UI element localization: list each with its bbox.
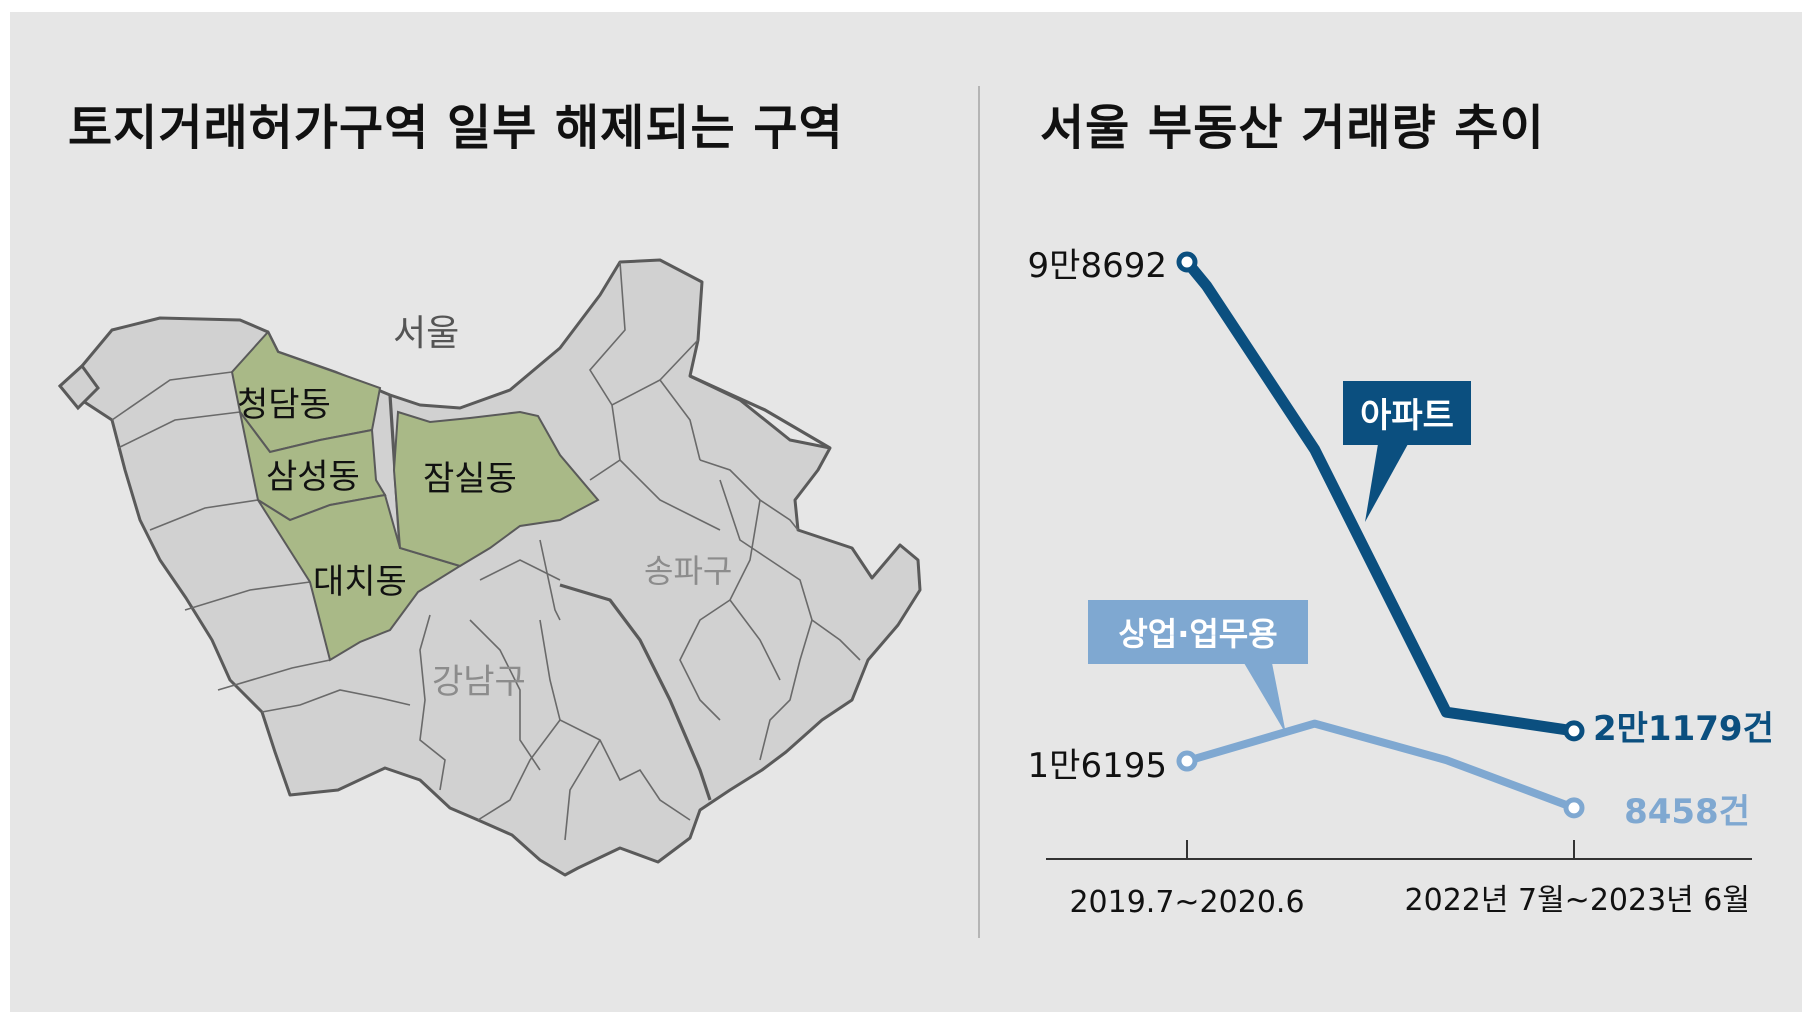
district-label-songpa: 송파구 — [644, 552, 732, 590]
highlighted-dongs — [230, 330, 600, 662]
series-line-apartment — [1181, 256, 1580, 737]
label-apartment-end: 2만1179건 — [1593, 709, 1774, 749]
series-line-commercial — [1183, 719, 1578, 812]
seoul-map: 서울 청담동 삼성동 대치동 잠실동 송파구 강남구 — [57, 258, 922, 877]
district-label-gangnam: 강남구 — [432, 662, 526, 702]
point-commercial-start — [1176, 750, 1198, 772]
line-chart: 2019.7~2020.6 2022년 7월~2023년 6월 9만8692 2… — [1028, 246, 1774, 920]
x-tick-label-0: 2019.7~2020.6 — [1069, 885, 1304, 920]
x-tick-label-1: 2022년 7월~2023년 6월 — [1405, 883, 1750, 918]
callout-commercial-label: 상업·업무용 — [1118, 615, 1277, 653]
panel-divider — [978, 86, 980, 938]
label-commercial-start: 1만6195 — [1028, 746, 1167, 786]
callout-apartment-pointer — [1365, 444, 1408, 522]
callout-commercial-box — [1088, 600, 1308, 664]
callout-apartment-label: 아파트 — [1360, 396, 1454, 436]
callout-apartment-box — [1343, 381, 1471, 445]
area-jamsil — [392, 410, 600, 568]
map-city-label: 서울 — [393, 313, 459, 354]
callout-commercial-pointer — [1244, 663, 1286, 734]
label-commercial-end: 8458건 — [1624, 792, 1750, 832]
point-commercial-end — [1563, 797, 1585, 819]
map-notch — [57, 363, 100, 411]
map-land — [58, 258, 922, 877]
callout-commercial: 상업·업무용 — [1088, 600, 1308, 734]
area-label-jamsil: 잠실동 — [423, 459, 517, 499]
label-apartment-start: 9만8692 — [1028, 246, 1167, 286]
area-label-samseong: 삼성동 — [266, 457, 360, 497]
area-label-daechi: 대치동 — [313, 562, 407, 602]
point-apartment-end — [1563, 720, 1585, 742]
dong-boundaries — [111, 261, 861, 841]
chart-title: 서울 부동산 거래량 추이 — [1040, 100, 1545, 156]
callout-apartment: 아파트 — [1343, 381, 1471, 522]
point-apartment-start — [1176, 251, 1198, 273]
map-title: 토지거래허가구역 일부 해제되는 구역 — [68, 100, 844, 156]
area-daechi — [257, 493, 463, 662]
area-label-cheongdam: 청담동 — [237, 385, 331, 425]
